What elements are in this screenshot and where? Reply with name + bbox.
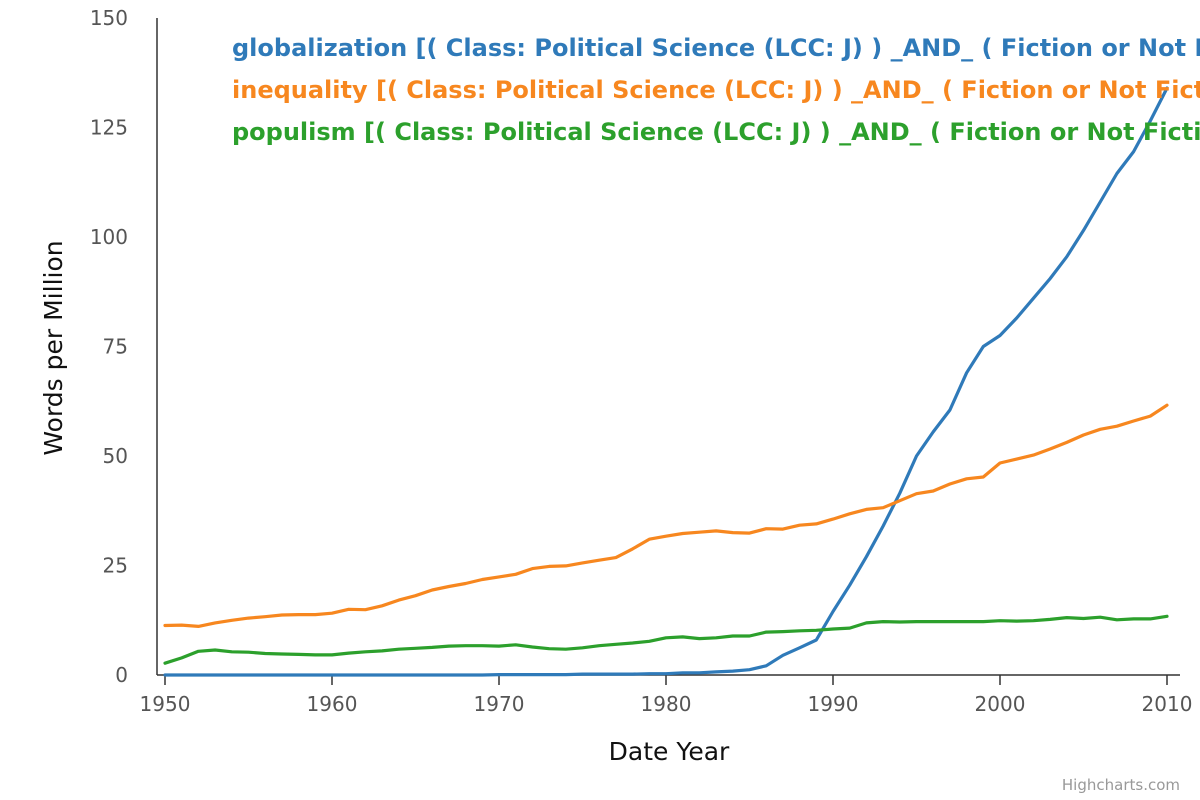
y-tick-label: 100 [90, 225, 128, 249]
series-line-1[interactable] [163, 403, 1169, 629]
x-tick-label: 2010 [1142, 692, 1193, 716]
legend-item-0[interactable]: globalization [( Class: Political Scienc… [232, 34, 1200, 62]
y-tick-label: 75 [103, 335, 128, 359]
y-axis-title: Words per Million [39, 240, 68, 455]
credits-link[interactable]: Highcharts.com [1062, 776, 1180, 794]
series-lines [163, 86, 1169, 677]
series-line-2[interactable] [163, 614, 1169, 665]
x-tick-label: 2000 [975, 692, 1026, 716]
x-axis-title: Date Year [609, 737, 730, 766]
legend-item-1[interactable]: inequality [( Class: Political Science (… [232, 76, 1200, 104]
y-tick-label: 150 [90, 6, 128, 30]
y-axis: 0 25 50 75 100 125 150 [90, 6, 158, 687]
x-axis: 1950 1960 1970 1980 1990 2000 2010 [140, 674, 1193, 716]
legend: globalization [( Class: Political Scienc… [232, 34, 1200, 146]
y-tick-label: 50 [103, 444, 128, 468]
x-tick-label: 1950 [140, 692, 191, 716]
series-line-0[interactable] [163, 86, 1169, 677]
x-tick-label: 1970 [474, 692, 525, 716]
y-tick-label: 0 [115, 663, 128, 687]
legend-item-2[interactable]: populism [( Class: Political Science (LC… [232, 118, 1200, 146]
x-tick-label: 1980 [641, 692, 692, 716]
x-tick-label: 1990 [808, 692, 859, 716]
y-tick-label: 125 [90, 116, 128, 140]
x-tick-label: 1960 [307, 692, 358, 716]
y-tick-label: 25 [103, 554, 128, 578]
